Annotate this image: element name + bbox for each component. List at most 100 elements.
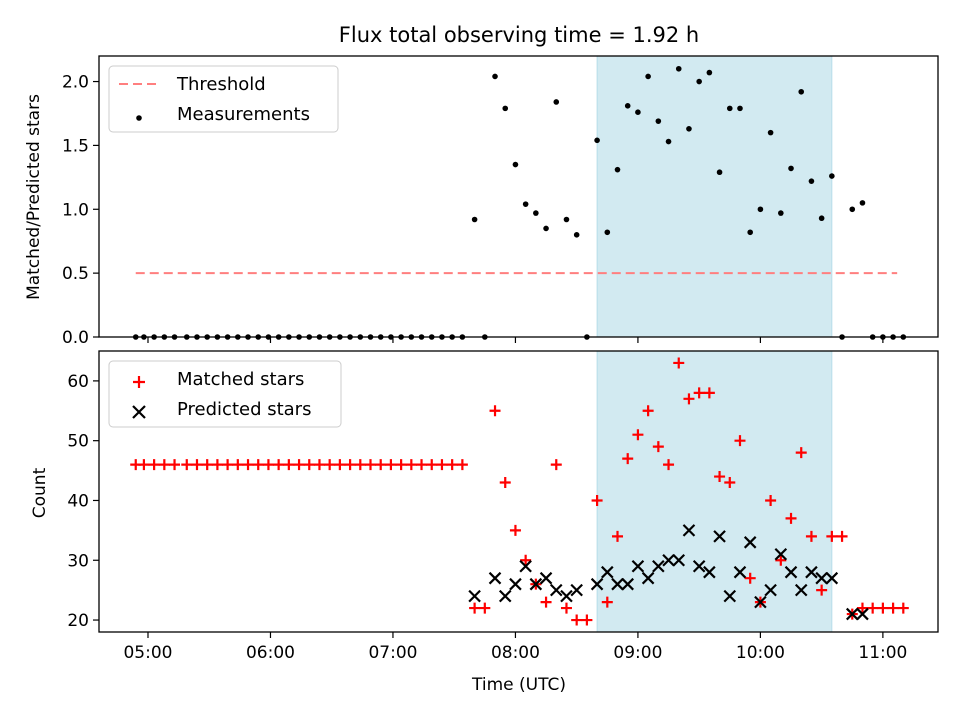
predicted-star-point [672, 553, 686, 567]
matched-star-point [509, 524, 521, 536]
matched-star-point [826, 530, 838, 542]
matched-star-point [856, 602, 868, 614]
bottom-y-tick-label: 30 [67, 551, 89, 571]
predicted-star-point [611, 577, 624, 591]
matched-star-point [354, 459, 366, 471]
matched-star-point [181, 459, 193, 471]
bottom-legend: Matched stars Predicted stars [108, 360, 342, 428]
matched-star-point [560, 602, 572, 614]
matched-star-point [283, 459, 295, 471]
bottom-y-axis-label: Count [30, 467, 50, 518]
predicted-star-point [631, 559, 645, 573]
matched-star-point [416, 459, 428, 471]
matched-star-point [520, 554, 532, 566]
legend-key-matched [133, 376, 145, 388]
measurement-point [737, 105, 743, 112]
matched-star-point [571, 614, 583, 626]
measurement-point [594, 137, 600, 144]
measurement-point [716, 169, 723, 176]
matched-star-point [693, 387, 705, 399]
measurement-point [798, 88, 805, 95]
predicted-star-point [560, 589, 573, 603]
predicted-star-point [590, 577, 604, 591]
measurement-point [726, 105, 733, 112]
bottom-y-tick-label: 40 [67, 491, 89, 511]
matched-star-point [622, 453, 634, 465]
top-panel: 0.0 0.5 1.0 1.5 2.0 Threshold Measurements [62, 55, 939, 348]
predicted-star-point [601, 565, 614, 579]
predicted-star-point [733, 565, 747, 579]
matched-star-point [663, 459, 675, 471]
measurement-point [543, 225, 549, 232]
matched-star-point [436, 459, 448, 471]
predicted-star-point [682, 524, 696, 537]
predicted-star-point [825, 571, 839, 585]
measurement-point [818, 215, 825, 222]
matched-star-point [632, 429, 644, 441]
top-y-axis-label: Matched/Predicted stars [24, 94, 44, 300]
x-tick-label: 09:00 [613, 643, 662, 663]
matched-star-point [867, 602, 879, 614]
matched-star-point [836, 530, 848, 542]
matched-star-point [652, 441, 664, 453]
measurement-point [512, 161, 519, 168]
matched-star-point [324, 459, 336, 471]
measurement-point [563, 216, 570, 223]
predicted-star-point [539, 571, 553, 585]
measurement-point [767, 129, 774, 136]
legend-label: Measurements [177, 104, 310, 125]
matched-star-point [138, 459, 150, 471]
matched-star-point [591, 494, 603, 506]
predicted-star-point [784, 565, 798, 579]
matched-star-point [293, 459, 305, 471]
predicted-star-point [723, 589, 737, 603]
matched-star-point [805, 530, 817, 542]
predicted-star-point [692, 559, 706, 573]
matched-star-point [612, 530, 624, 542]
top-observing-span [596, 55, 833, 338]
legend-label: Matched stars [177, 369, 304, 390]
matched-star-point [385, 459, 397, 471]
predicted-star-point [794, 583, 808, 597]
matched-star-point [724, 477, 736, 489]
measurement-point [604, 229, 611, 236]
matched-star-point [426, 459, 438, 471]
matched-star-point [581, 614, 593, 626]
matched-star-point [252, 459, 264, 471]
matched-star-point [550, 459, 562, 471]
matched-star-point [201, 459, 213, 471]
measurement-point [553, 99, 560, 105]
matched-star-point [703, 387, 715, 399]
matched-star-point [469, 602, 481, 614]
predicted-star-point [703, 565, 716, 579]
predicted-star-point [621, 577, 634, 591]
predicted-star-point [743, 536, 757, 549]
matched-star-point [273, 459, 285, 471]
matched-star-point [262, 459, 274, 471]
top-y-tick-label: 0.0 [62, 328, 89, 348]
predicted-star-point [529, 577, 543, 591]
matched-star-point [601, 596, 613, 608]
measurement-point [522, 201, 529, 207]
matched-star-point [765, 494, 777, 506]
predicted-star-point [713, 530, 726, 543]
measurement-point [635, 109, 641, 115]
top-axes-frame [98, 55, 939, 338]
measurement-point [624, 103, 631, 109]
matched-star-point [446, 459, 458, 471]
bottom-panel: 20 30 40 50 60 05:00 06:00 07:00 08:00 09:00 10:00… [67, 350, 939, 663]
measurement-point [859, 200, 866, 206]
matched-star-point [540, 596, 552, 608]
measurement-point [696, 78, 702, 85]
bottom-y-tick-label: 60 [67, 372, 89, 392]
measurement-point [665, 138, 672, 145]
top-y-tick-label: 1.5 [62, 136, 89, 156]
x-tick-label: 08:00 [491, 643, 540, 663]
predicted-star-point [845, 607, 859, 621]
measurement-point [757, 206, 764, 213]
measurement-point [533, 210, 539, 216]
matched-star-point [816, 584, 828, 596]
matched-star-point [795, 447, 807, 459]
predicted-star-point [662, 553, 675, 567]
